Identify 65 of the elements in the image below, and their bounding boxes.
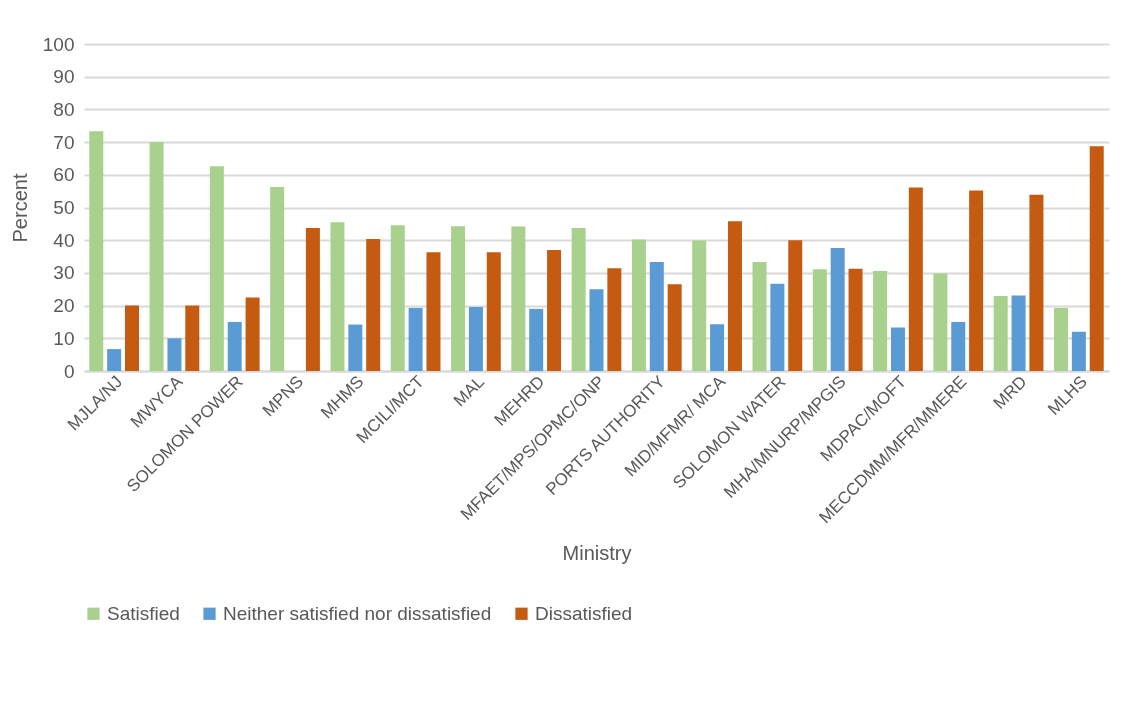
bar bbox=[951, 321, 966, 371]
bar bbox=[993, 296, 1008, 371]
bar bbox=[571, 228, 586, 371]
bar bbox=[89, 131, 104, 371]
y-tick-label: 70 bbox=[53, 131, 75, 153]
y-tick-label: 20 bbox=[53, 295, 75, 317]
bar bbox=[873, 270, 888, 371]
bar bbox=[607, 268, 622, 371]
bar bbox=[1089, 146, 1104, 371]
bar bbox=[390, 225, 405, 371]
bar bbox=[589, 289, 604, 371]
bar bbox=[1053, 307, 1068, 371]
x-axis-title: Ministry bbox=[562, 542, 632, 565]
bar bbox=[969, 190, 984, 371]
bar bbox=[451, 226, 466, 371]
bar bbox=[710, 324, 725, 371]
bar bbox=[227, 321, 242, 371]
bar bbox=[468, 306, 483, 371]
bar bbox=[830, 248, 845, 371]
y-tick-label: 80 bbox=[53, 98, 75, 120]
bar bbox=[486, 252, 501, 371]
bar bbox=[209, 166, 224, 371]
bar bbox=[812, 269, 827, 371]
bar bbox=[408, 307, 423, 371]
bar bbox=[890, 327, 905, 371]
bar bbox=[270, 186, 285, 371]
bar bbox=[366, 238, 381, 371]
bar bbox=[1029, 194, 1044, 371]
bar bbox=[330, 222, 345, 371]
y-tick-label: 10 bbox=[53, 327, 75, 349]
y-tick-label: 40 bbox=[53, 229, 75, 251]
y-tick-label: 60 bbox=[53, 164, 75, 186]
bar bbox=[547, 250, 562, 371]
bar bbox=[125, 305, 140, 371]
bar bbox=[107, 349, 122, 371]
bar bbox=[426, 252, 441, 371]
y-tick-label: 90 bbox=[53, 66, 75, 88]
bar bbox=[149, 142, 164, 371]
bar bbox=[933, 273, 948, 371]
legend-label: Neither satisfied nor dissatisfied bbox=[223, 602, 492, 624]
bar bbox=[770, 283, 785, 371]
bar bbox=[727, 221, 742, 371]
bar bbox=[1011, 295, 1026, 371]
bar bbox=[348, 324, 363, 371]
bar bbox=[908, 187, 923, 371]
y-tick-label: 50 bbox=[53, 197, 75, 218]
bar bbox=[529, 308, 544, 371]
bar bbox=[752, 262, 767, 371]
bar bbox=[167, 338, 182, 371]
bar bbox=[848, 268, 863, 371]
bar bbox=[649, 262, 664, 371]
legend-label: Dissatisfied bbox=[535, 602, 633, 624]
bar bbox=[245, 297, 260, 371]
y-axis-title: Percent bbox=[8, 173, 31, 243]
bar bbox=[511, 226, 526, 371]
bar bbox=[788, 240, 803, 371]
bar bbox=[667, 284, 682, 371]
bar bbox=[185, 305, 200, 371]
y-tick-label: 100 bbox=[42, 33, 75, 55]
y-tick-label: 30 bbox=[53, 262, 75, 284]
bar bbox=[692, 240, 707, 371]
legend-label: Satisfied bbox=[107, 602, 180, 624]
bar bbox=[305, 228, 320, 371]
bar bbox=[1071, 331, 1086, 371]
bar bbox=[631, 239, 646, 371]
